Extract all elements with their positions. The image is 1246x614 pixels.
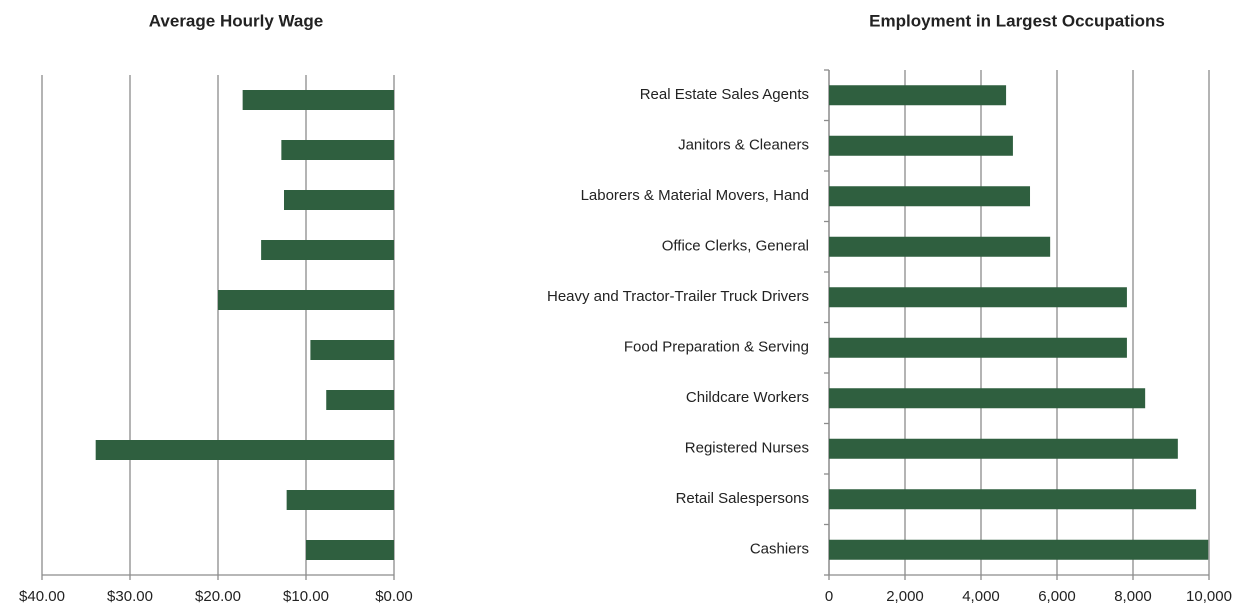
bar xyxy=(829,337,1127,358)
bar xyxy=(829,489,1197,510)
bar xyxy=(310,340,394,360)
bar xyxy=(95,440,395,460)
y-tick-label: Cashiers xyxy=(750,541,809,558)
x-tick-label: 4,000 xyxy=(962,588,1000,605)
y-tick-label: Laborers & Material Movers, Hand xyxy=(581,187,809,204)
y-tick-label: Food Preparation & Serving xyxy=(624,339,809,356)
bar xyxy=(829,388,1146,409)
bar xyxy=(829,135,1013,156)
x-tick-label: 10,000 xyxy=(1186,588,1232,605)
chart-title: Employment in Largest Occupations xyxy=(869,11,1165,30)
x-tick-label: $10.00 xyxy=(283,588,329,605)
y-tick-label: Registered Nurses xyxy=(685,440,809,457)
x-tick-label: $40.00 xyxy=(19,588,65,605)
bar xyxy=(286,490,394,510)
y-tick-label: Janitors & Cleaners xyxy=(678,137,809,154)
chart-title: Average Hourly Wage xyxy=(149,11,323,30)
x-tick-label: $30.00 xyxy=(107,588,153,605)
bar xyxy=(281,140,394,160)
y-tick-label: Real Estate Sales Agents xyxy=(640,86,809,103)
y-tick-label: Retail Salespersons xyxy=(676,490,809,507)
bar xyxy=(829,85,1007,106)
x-tick-label: $0.00 xyxy=(375,588,413,605)
bar xyxy=(306,540,394,560)
bar xyxy=(829,539,1209,560)
bar xyxy=(829,186,1031,207)
x-tick-label: 8,000 xyxy=(1114,588,1152,605)
bar xyxy=(218,290,394,310)
bar xyxy=(829,236,1051,257)
y-tick-label: Childcare Workers xyxy=(686,389,809,406)
bar xyxy=(242,90,394,110)
bar xyxy=(261,240,394,260)
x-tick-label: 0 xyxy=(825,588,833,605)
x-tick-label: $20.00 xyxy=(195,588,241,605)
x-tick-label: 2,000 xyxy=(886,588,924,605)
y-tick-label: Heavy and Tractor-Trailer Truck Drivers xyxy=(547,288,809,305)
bar xyxy=(284,190,394,210)
bar xyxy=(326,390,394,410)
bar xyxy=(829,287,1127,308)
x-tick-label: 6,000 xyxy=(1038,588,1076,605)
y-tick-label: Office Clerks, General xyxy=(662,238,809,255)
bar xyxy=(829,438,1178,459)
